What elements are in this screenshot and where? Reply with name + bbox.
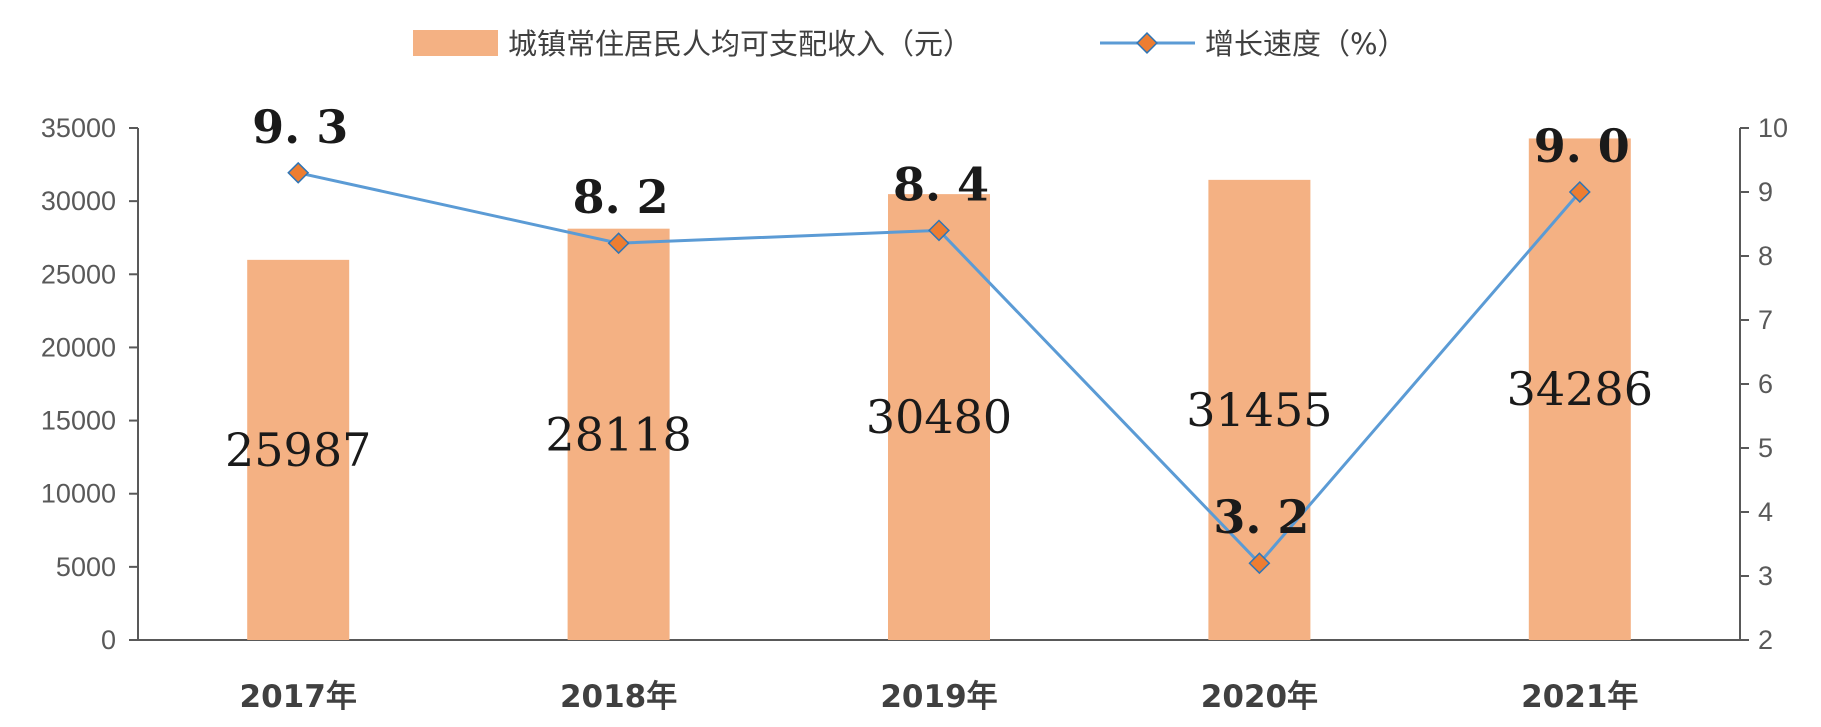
y-right-tick-label: 6 [1758, 369, 1773, 399]
x-axis-labels: 2017年 2018年 2019年 2020年 2021年 [240, 679, 1639, 715]
bar-labels: 25987 28118 30480 31455 34286 [225, 362, 1653, 477]
bar-value-label: 28118 [545, 407, 691, 461]
y-right-tick-label: 7 [1758, 305, 1773, 335]
legend-bar-swatch [413, 30, 498, 56]
x-axis-label: 2018年 [560, 679, 677, 715]
legend-line-marker [1136, 32, 1158, 54]
y-right-tick-label: 3 [1758, 561, 1773, 591]
y-left-tick-label: 15000 [41, 406, 116, 436]
legend-line-label: 增长速度（%） [1205, 27, 1407, 61]
legend: 城镇常住居民人均可支配收入（元） 增长速度（%） [413, 27, 1407, 61]
x-axis-label: 2021年 [1521, 679, 1638, 715]
bar [247, 259, 350, 640]
y-right-tick-label: 9 [1758, 177, 1773, 207]
x-axis-label: 2017年 [240, 679, 357, 715]
growth-point [607, 232, 630, 255]
x-axis-label: 2020年 [1201, 679, 1318, 715]
y-right-tick-label: 2 [1758, 625, 1773, 655]
y-right-tick-label: 4 [1758, 497, 1773, 527]
y-left-tick-label: 10000 [41, 479, 116, 509]
growth-value-label: 8. 4 [893, 157, 989, 211]
bars [247, 138, 1631, 641]
y-left-tick-label: 0 [101, 625, 116, 655]
bar [567, 228, 670, 640]
growth-point [1568, 181, 1591, 203]
growth-value-label: 8. 2 [573, 170, 669, 224]
growth-line-layer [287, 161, 1591, 575]
y-left-tick-label: 25000 [41, 259, 116, 289]
bar-value-label: 30480 [866, 390, 1012, 444]
y-left-tick-label: 35000 [41, 113, 116, 143]
y-left-tick-label: 5000 [56, 552, 116, 582]
growth-point [287, 161, 310, 184]
y-axis-right-ticks: 2 3 4 5 6 7 8 9 10 [1740, 113, 1788, 655]
y-left-tick-label: 30000 [41, 186, 116, 216]
growth-point [1248, 552, 1271, 575]
growth-labels: 9. 3 8. 2 8. 4 3. 2 9. 0 [252, 100, 1630, 544]
growth-value-label: 9. 3 [252, 100, 348, 154]
growth-point [928, 219, 950, 242]
bar-value-label: 31455 [1186, 383, 1332, 437]
x-axis-label: 2019年 [880, 679, 997, 715]
y-right-tick-label: 8 [1758, 241, 1773, 271]
bar-value-label: 25987 [225, 423, 371, 477]
y-right-tick-label: 10 [1758, 113, 1788, 143]
bar [1528, 138, 1631, 640]
y-right-tick-label: 5 [1758, 433, 1773, 463]
bar [888, 194, 990, 640]
y-left-tick-label: 20000 [41, 332, 116, 362]
growth-value-label: 3. 2 [1213, 490, 1309, 544]
bar-value-label: 34286 [1507, 362, 1653, 416]
y-axis-left-ticks: 0 5000 10000 15000 20000 25000 30000 35000 [41, 113, 138, 655]
growth-value-label: 9. 0 [1534, 119, 1630, 173]
legend-bar-label: 城镇常住居民人均可支配收入（元） [508, 27, 972, 61]
